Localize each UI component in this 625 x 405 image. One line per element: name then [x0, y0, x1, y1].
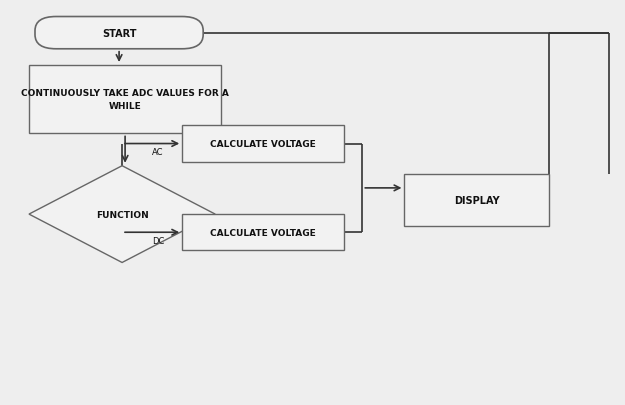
Bar: [182, 215, 344, 251]
Polygon shape: [29, 166, 215, 263]
FancyBboxPatch shape: [35, 17, 203, 50]
Text: START: START: [102, 29, 136, 38]
Text: DISPLAY: DISPLAY: [454, 196, 499, 205]
Text: AC: AC: [152, 148, 164, 157]
Text: CALCULATE VOLTAGE: CALCULATE VOLTAGE: [211, 228, 316, 237]
Bar: [29, 66, 221, 134]
Bar: [182, 126, 344, 162]
Text: CALCULATE VOLTAGE: CALCULATE VOLTAGE: [211, 140, 316, 149]
Bar: [404, 174, 549, 227]
Text: FUNCTION: FUNCTION: [96, 210, 149, 219]
Text: CONTINUOUSLY TAKE ADC VALUES FOR A
WHILE: CONTINUOUSLY TAKE ADC VALUES FOR A WHILE: [21, 89, 229, 111]
Text: DC: DC: [152, 236, 164, 245]
